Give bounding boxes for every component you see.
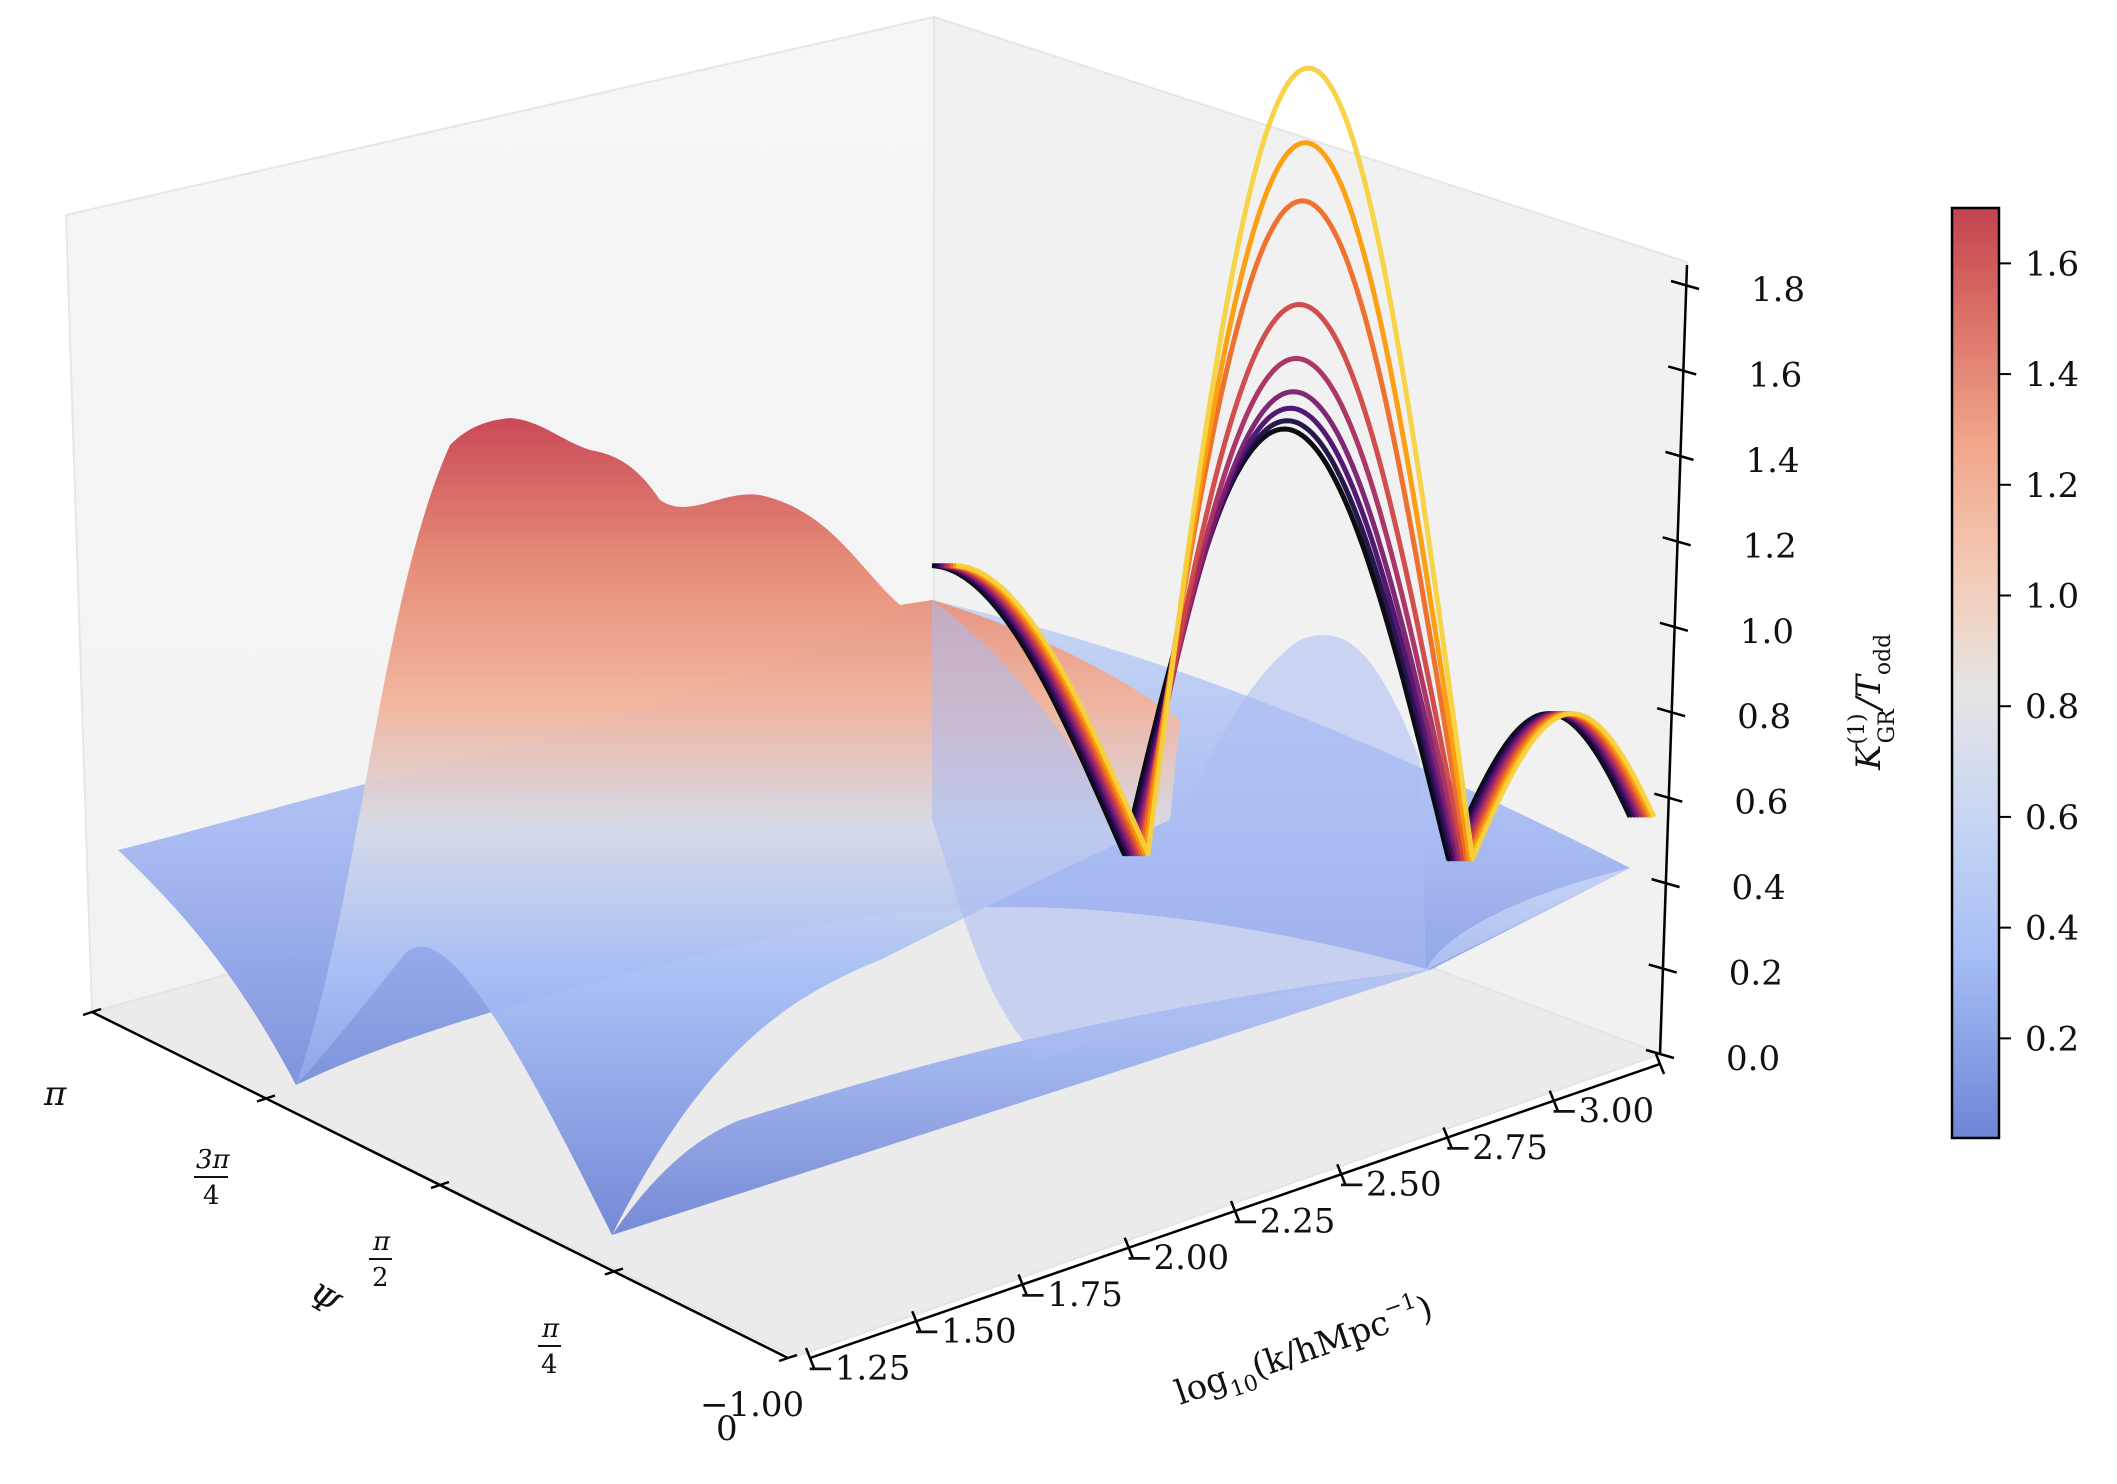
z-tick-8	[1667, 365, 1697, 376]
z-axis-title-text: K(1) GR/Todd	[1845, 634, 1900, 771]
z-tick-9	[1670, 279, 1700, 291]
z-tick-label-8: 1.6	[1748, 355, 1802, 395]
colorbar-tick-label-7: 1.6	[2025, 244, 2079, 284]
colorbar-tick-label-5: 1.2	[2025, 466, 2079, 506]
z-title-rest: /T	[1849, 673, 1889, 712]
z-tick-label-9: 1.8	[1751, 270, 1805, 310]
z-axis-title: K(1) GR/Todd	[1845, 634, 1900, 771]
z-tick-label-1: 0.2	[1729, 954, 1783, 994]
colorbar-tick-label-6: 1.4	[2025, 355, 2079, 395]
k-axis-title: log10(k/hMpc−1)	[1169, 1284, 1441, 1420]
psi-axis-title: Ψ	[300, 1276, 347, 1326]
k-tick-label-8: −1.00	[700, 1385, 804, 1425]
psi0-curves	[931, 65, 1657, 862]
z-tick-4	[1656, 707, 1686, 718]
psi-tick-labels: π 3π 4 π 2 π 4 0	[43, 1074, 738, 1449]
k-tick-3	[1336, 1163, 1347, 1185]
colorbar-tick-label-3: 0.8	[2025, 687, 2079, 727]
front-surface	[612, 868, 1630, 1235]
axis-ticks	[82, 279, 1700, 1369]
k-tick-label-0: −3.00	[1550, 1091, 1654, 1131]
k-tick-2	[1442, 1127, 1453, 1148]
psi-tick-3	[256, 1094, 276, 1103]
colorbar-tick-label-1: 0.4	[2025, 909, 2079, 949]
z-tick-5	[1659, 621, 1689, 632]
z-axis-line	[1658, 264, 1689, 1055]
psi-tick-2	[430, 1180, 450, 1190]
k-tick-labels: −3.00−2.75−2.50−2.25−2.00−1.75−1.50−1.25…	[700, 1091, 1654, 1425]
frac-den: 4	[203, 1181, 220, 1211]
colorbar-ticks: 0.2 0.4 0.6 0.8 1.0 1.2 1.4 1.6	[1999, 244, 2079, 1059]
k-tick-label-3: −2.25	[1231, 1201, 1335, 1241]
z-title-rest-sub: odd	[1871, 634, 1896, 675]
frac-num: π	[541, 1314, 560, 1344]
frac-num: 3π	[196, 1145, 231, 1175]
k-title-rest: (k/hMpc	[1247, 1303, 1395, 1387]
z-tick-7	[1665, 450, 1694, 462]
z-title-sup: (1)	[1845, 713, 1870, 744]
z-tick-label-6: 1.2	[1743, 526, 1797, 566]
z-tick-label-5: 1.0	[1740, 612, 1794, 652]
middle-wave-surface	[932, 600, 1426, 1060]
z-tick-0	[1645, 1048, 1675, 1060]
z-tick-label-2: 0.4	[1732, 868, 1786, 908]
z-tick-label-4: 0.8	[1737, 697, 1791, 737]
k-tick-label-5: −1.75	[1019, 1275, 1123, 1315]
z-title-sub: GR	[1875, 708, 1900, 744]
z-tick-1	[1648, 963, 1678, 974]
k-axis-title-text: log10(k/hMpc−1)	[1169, 1284, 1441, 1420]
z-tick-6	[1662, 536, 1692, 547]
k-tick-label-6: −1.50	[913, 1312, 1017, 1352]
z-tick-label-0: 0.0	[1726, 1039, 1780, 1079]
k-tick-4	[1229, 1200, 1241, 1222]
psi-tick-label-3pi4: 3π 4	[194, 1145, 231, 1211]
k-tick-label-7: −1.25	[806, 1348, 910, 1388]
z-title-main: K	[1849, 742, 1889, 771]
colorbar-tick-label-0: 0.2	[2025, 1019, 2079, 1059]
colorbar-tick-label-4: 1.0	[2025, 577, 2079, 617]
k-title-log: log	[1170, 1358, 1233, 1413]
z-tick-label-3: 0.6	[1734, 783, 1788, 823]
frac-den: 2	[372, 1263, 389, 1293]
psi-tick-4	[82, 1007, 102, 1017]
k-tick-0	[1654, 1053, 1666, 1075]
psi-tick-label-0: 0	[716, 1409, 738, 1449]
psi-tick-label-pi4: π 4	[538, 1314, 561, 1380]
k-tick-1	[1548, 1090, 1559, 1112]
psi0-curve-8	[955, 65, 1657, 862]
z-tick-label-7: 1.4	[1745, 441, 1799, 481]
k-tick-6	[1017, 1274, 1028, 1295]
k-tick-label-2: −2.50	[1338, 1165, 1442, 1205]
frac-num: π	[372, 1227, 391, 1257]
psi-tick-label-pi2: π 2	[369, 1227, 392, 1293]
psi-tick-1	[604, 1267, 624, 1276]
k-tick-7	[911, 1310, 922, 1332]
z-tick-2	[1651, 877, 1680, 889]
psi-tick-0	[778, 1353, 798, 1363]
psi-tick-label-pi: π	[43, 1074, 67, 1114]
z-tick-3	[1653, 792, 1683, 803]
colorbar-gradient	[1950, 206, 2001, 1140]
k-tick-label-4: −2.00	[1125, 1238, 1229, 1278]
z-tick-labels: 0.0 0.2 0.4 0.6 0.8 1.0 1.2 1.4 1.6 1.8	[1726, 270, 1805, 1079]
k-tick-5	[1123, 1237, 1134, 1259]
k-tick-8	[804, 1347, 816, 1369]
k-tick-label-1: −2.75	[1444, 1128, 1548, 1168]
colorbar-tick-label-2: 0.6	[2025, 798, 2079, 838]
frac-den: 4	[541, 1350, 558, 1380]
colorbar: 0.2 0.4 0.6 0.8 1.0 1.2 1.4 1.6	[1950, 206, 2079, 1140]
surface	[118, 418, 1630, 1235]
